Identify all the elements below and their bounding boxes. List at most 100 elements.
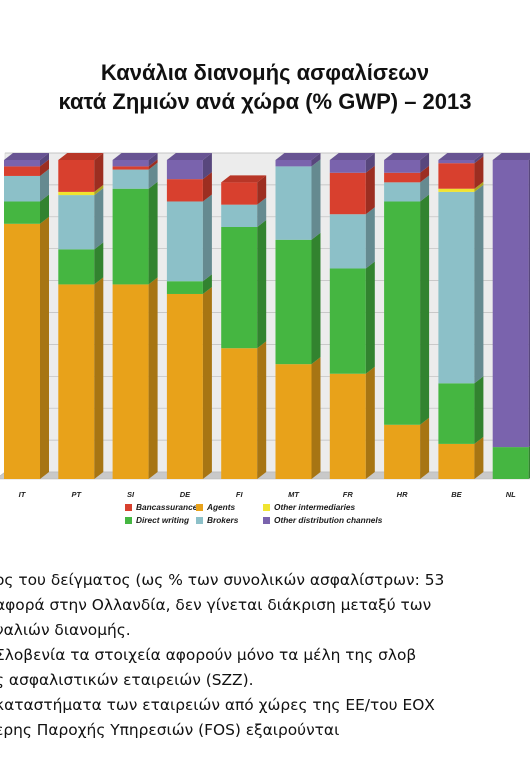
footnote-line: ς ασφαλιστικών εταιρειών (SZZ).: [0, 671, 254, 689]
bar-segment-side: [474, 184, 484, 384]
bar-segment-top: [58, 153, 104, 160]
bar-segment: [4, 223, 40, 479]
bar-segment: [221, 204, 258, 227]
bar-segment-side: [474, 436, 484, 479]
bar-segment: [492, 447, 529, 479]
bar-segment-side: [202, 194, 212, 282]
bar-segment: [329, 214, 366, 269]
bar-segment: [112, 160, 149, 167]
bar-segment-side: [420, 165, 430, 183]
bar-segment: [384, 424, 421, 479]
bar-segment-side: [420, 153, 430, 173]
bar-segment-side: [148, 277, 158, 479]
bar-segment: [221, 226, 258, 349]
bar-segment-top: [384, 153, 430, 160]
footnote-line: ναλιών διανομής.: [0, 621, 131, 639]
x-tick-label: SI: [127, 490, 135, 499]
legend-swatch: [263, 504, 270, 511]
bar-segment-side: [420, 417, 430, 479]
bar-segment-side: [311, 153, 321, 167]
legend-label: Agents: [206, 502, 236, 512]
bar-segment: [384, 201, 421, 425]
bar-segment-side: [311, 232, 321, 365]
bar-segment: [166, 293, 203, 479]
bar-segment: [58, 249, 95, 285]
x-tick-label: PT: [72, 490, 83, 499]
legend-swatch: [263, 517, 270, 524]
bar-segment-side: [40, 168, 49, 202]
x-tick-label: FR: [343, 490, 354, 499]
bar-segment-top: [438, 153, 484, 160]
bar-segment: [492, 160, 529, 448]
bar-segment: [275, 239, 312, 365]
bar-segment: [329, 373, 366, 479]
bar-segment-side: [148, 181, 158, 285]
legend-label: Brokers: [207, 515, 239, 525]
bar-segment-side: [148, 159, 158, 170]
bar-segment: [384, 172, 421, 183]
bar-segment: [4, 175, 40, 202]
bar-segment: [221, 182, 258, 205]
bar-segment: [384, 160, 421, 173]
legend-swatch: [125, 517, 132, 524]
footnote-line: Σλοβενία τα στοιχεία αφορούν μόνο τα μέλ…: [0, 646, 417, 664]
footnotes: ος του δείγματος (ως % των συνολικών ασφ…: [0, 568, 530, 743]
bar-segment-top: [275, 153, 321, 160]
bar-segment-side: [94, 242, 104, 285]
bar-segment: [438, 163, 475, 189]
bar-segment: [438, 160, 475, 164]
bar-segment-side: [202, 274, 212, 294]
x-tick-label: MT: [288, 490, 300, 499]
bar-segment: [166, 179, 203, 202]
x-tick-label: IT: [19, 490, 27, 499]
bar-segment-side: [365, 366, 375, 479]
bar-segment-side: [365, 261, 375, 374]
bar-segment-side: [365, 207, 375, 269]
bar-segment-side: [365, 153, 375, 173]
bar-segment: [329, 172, 366, 215]
bar-segment-side: [257, 197, 267, 227]
bar-segment: [438, 191, 475, 384]
bar-segment: [112, 166, 149, 170]
footnote-line: ος του δείγματος (ως % των συνολικών ασφ…: [0, 571, 445, 589]
bar-segment: [58, 191, 95, 196]
chart-title-line-2: κατά Ζημιών ανά χώρα (% GWP) – 2013: [58, 89, 472, 114]
bar-segment-side: [148, 153, 158, 167]
bar-segment-side: [311, 357, 321, 479]
x-tick-label: NL: [506, 490, 516, 499]
bar-segment-side: [40, 216, 49, 480]
x-tick-label: BE: [451, 490, 462, 499]
x-tick-label: HR: [397, 490, 408, 499]
bar-segment: [275, 166, 312, 240]
legend-label: Other intermediaries: [274, 502, 356, 512]
bar-segment-side: [311, 159, 321, 240]
x-tick-label: FI: [236, 490, 244, 499]
bar-segment: [275, 364, 312, 479]
bar-segment-side: [202, 286, 212, 479]
footnote-line: καταστήματα των εταιρειών από χώρες της …: [0, 696, 435, 714]
bar-segment-top: [329, 153, 375, 160]
bar-segment: [166, 160, 203, 180]
bar-segment-side: [94, 277, 104, 479]
bar-segment-side: [365, 165, 375, 215]
bar-segment: [4, 201, 40, 224]
bar-segment-side: [202, 172, 212, 202]
bar-segment: [275, 160, 312, 167]
bar-segment-top: [221, 175, 267, 183]
legend-swatch: [196, 517, 203, 524]
bar-segment: [166, 201, 203, 282]
bar-segment: [112, 169, 149, 189]
bar-segment: [221, 348, 258, 479]
bar-segment-side: [40, 194, 49, 224]
bar-segment-side: [474, 156, 484, 189]
bar-segment: [58, 160, 95, 192]
bar-segment: [384, 182, 421, 202]
legend-swatch: [125, 504, 132, 511]
bar-segment: [58, 195, 95, 250]
bar-segment: [112, 188, 149, 285]
bar-segment: [166, 281, 203, 294]
bar-segment-side: [420, 175, 430, 202]
bar-segment-top: [166, 153, 212, 160]
bar-segment-side: [94, 184, 104, 196]
footnote-line: ερης Παροχής Υπηρεσιών (FOS) εξαιρούνται: [0, 721, 340, 739]
